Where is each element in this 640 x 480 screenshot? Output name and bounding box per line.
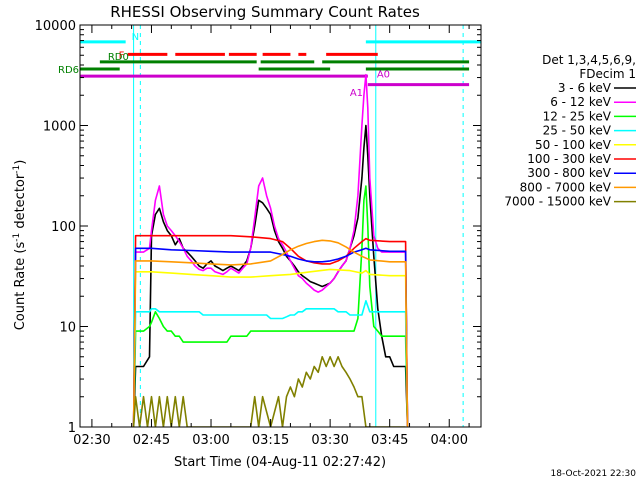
state-label-rd6: RD6 [58,65,79,76]
legend-header-line1: Det 1,3,4,5,6,9, [542,53,636,67]
state-label-a1: A1 [350,88,363,99]
series-line-6 [132,247,409,427]
y-axis-label: Count Rate (s-1 detector-1) [12,160,28,331]
legend-label-3: 25 - 50 keV [543,124,612,138]
y-axis-label-sup2: -1 [12,165,22,174]
y-axis-label-sup: -1 [12,233,22,242]
legend-label-8: 7000 - 15000 keV [504,195,611,209]
x-tick-label-1: 02:45 [133,433,170,448]
y-tick-label-4: 10000 [35,19,76,34]
legend-label-0: 3 - 6 keV [558,81,612,95]
footer-timestamp: 18-Oct-2021 22:30 [551,469,637,479]
y-tick-label-1: 10 [59,321,76,336]
y-tick-label-2: 100 [51,220,76,235]
y-tick-label-3: 1000 [43,120,76,135]
legend-label-2: 12 - 25 keV [543,109,612,123]
y-tick-label-0: 1 [68,421,76,436]
state-label-rd0: RD0 [108,52,129,63]
legend-label-5: 100 - 300 keV [527,152,611,166]
legend-label-4: 50 - 100 keV [535,138,612,152]
legend-label-1: 6 - 12 keV [550,95,612,109]
y-axis: 1 10 100 1000 10000 [35,19,481,436]
x-tick-label-6: 04:00 [431,433,468,448]
legend-label-6: 300 - 800 keV [527,166,611,180]
x-tick-label-3: 03:15 [252,433,289,448]
series-line-3 [132,300,409,427]
series-line-2 [132,185,409,427]
state-label-f: F [119,50,125,61]
chart-title: RHESSI Observing Summary Count Rates [110,3,420,21]
legend-label-7: 800 - 7000 keV [520,180,612,194]
x-tick-label-5: 03:45 [371,433,408,448]
x-axis: 02:30 02:45 03:00 03:15 03:30 03:45 04:00 [73,25,470,448]
series-line-7 [132,239,409,427]
y-axis-label-close: ) [13,160,28,165]
x-tick-label-0: 02:30 [73,433,110,448]
state-label-n: N [132,32,139,43]
x-tick-label-2: 03:00 [192,433,229,448]
y-axis-label-main: Count Rate (s [13,242,28,331]
y-axis-label-tail: detector [13,173,28,233]
legend-header-line2: FDecim 1 [579,67,636,81]
series-line-8 [132,356,406,427]
series-line-1 [132,73,409,427]
series-line-4 [132,268,409,427]
x-tick-label-4: 03:30 [311,433,348,448]
series-lines [132,73,409,427]
x-axis-label: Start Time (04-Aug-11 02:27:42) [174,455,386,470]
state-label-a0: A0 [377,70,390,81]
